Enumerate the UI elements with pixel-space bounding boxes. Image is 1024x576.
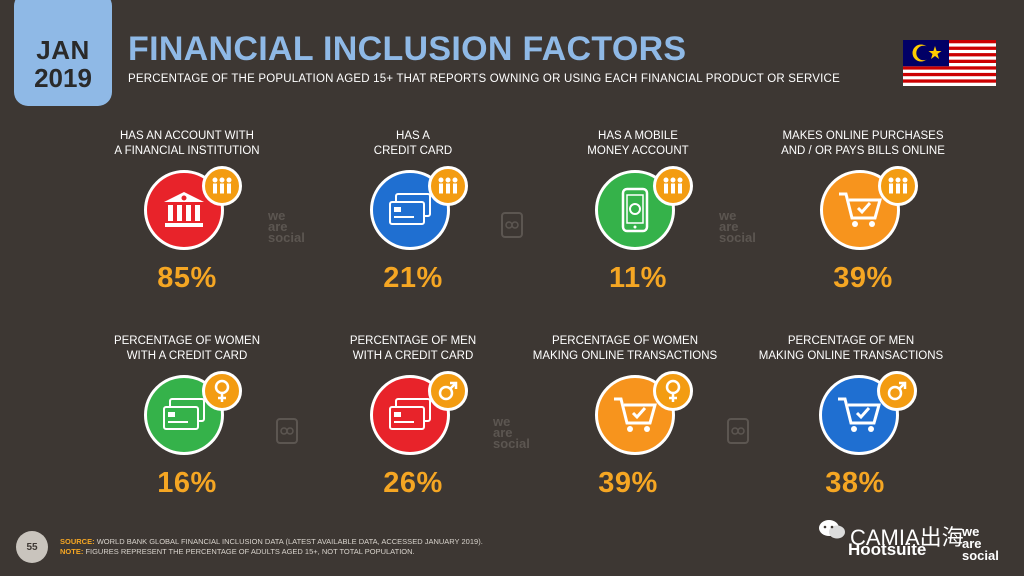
stat-label: HAS A MOBILE MONEY ACCOUNT bbox=[587, 130, 689, 157]
people-icon bbox=[653, 166, 693, 206]
stat-card-mobile-money: HAS A MOBILE MONEY ACCOUNT 11% bbox=[528, 128, 748, 295]
stat-label: PERCENTAGE OF WOMEN MAKING ONLINE TRANSA… bbox=[532, 335, 718, 362]
stat-card-women-online: PERCENTAGE OF WOMEN MAKING ONLINE TRANSA… bbox=[515, 333, 735, 500]
stat-card-account: HAS AN ACCOUNT WITH A FINANCIAL INSTITUT… bbox=[77, 128, 297, 295]
date-month: JAN bbox=[36, 35, 90, 65]
stat-value: 39% bbox=[833, 262, 893, 294]
hootsuite-logo: Hootsuite bbox=[848, 540, 927, 559]
stat-value: 21% bbox=[383, 262, 443, 294]
date-year: 2019 bbox=[34, 63, 92, 93]
male-icon bbox=[877, 371, 917, 411]
stat-card-online-purchases: MAKES ONLINE PURCHASES AND / OR PAYS BIL… bbox=[753, 128, 973, 295]
source-text: WORLD BANK GLOBAL FINANCIAL INCLUSION DA… bbox=[96, 537, 483, 546]
owl-logo-icon bbox=[276, 418, 298, 444]
stat-value: 11% bbox=[609, 262, 667, 294]
stat-card-men-online: PERCENTAGE OF MEN MAKING ONLINE TRANSACT… bbox=[741, 333, 961, 500]
stat-value: 39% bbox=[598, 467, 658, 499]
page-subtitle: PERCENTAGE OF THE POPULATION AGED 15+ TH… bbox=[128, 73, 840, 85]
watermark-we-are-social: we are social bbox=[268, 208, 305, 245]
source-key: SOURCE: bbox=[60, 537, 95, 546]
stat-value: 85% bbox=[157, 262, 217, 294]
stat-label: HAS A CREDIT CARD bbox=[373, 130, 453, 157]
page-title: FINANCIAL INCLUSION FACTORS bbox=[128, 30, 687, 68]
page-number: 55 bbox=[16, 531, 48, 563]
note-key: NOTE: bbox=[60, 547, 84, 556]
date-badge: JAN 2019 bbox=[14, 0, 112, 106]
bank-icon bbox=[144, 170, 224, 250]
male-icon bbox=[428, 371, 468, 411]
stat-label: PERCENTAGE OF MEN MAKING ONLINE TRANSACT… bbox=[758, 335, 944, 362]
people-icon bbox=[202, 166, 242, 206]
stat-value: 38% bbox=[825, 467, 885, 499]
people-icon bbox=[428, 166, 468, 206]
people-icon bbox=[878, 166, 918, 206]
malaysia-flag-icon bbox=[903, 40, 996, 86]
stat-label: PERCENTAGE OF WOMEN WITH A CREDIT CARD bbox=[113, 335, 261, 362]
stat-value: 16% bbox=[157, 467, 217, 499]
stat-label: HAS AN ACCOUNT WITH A FINANCIAL INSTITUT… bbox=[114, 130, 260, 157]
female-icon bbox=[202, 371, 242, 411]
source-note: SOURCE: WORLD BANK GLOBAL FINANCIAL INCL… bbox=[60, 537, 483, 557]
stat-card-women-credit-card: PERCENTAGE OF WOMEN WITH A CREDIT CARD 1… bbox=[77, 333, 297, 500]
watermark-we-are-social: we are social bbox=[719, 208, 756, 245]
note-text: FIGURES REPRESENT THE PERCENTAGE OF ADUL… bbox=[85, 547, 415, 556]
owl-logo-icon bbox=[501, 212, 523, 238]
stat-label: MAKES ONLINE PURCHASES AND / OR PAYS BIL… bbox=[781, 130, 945, 157]
owl-logo-icon bbox=[727, 418, 749, 444]
watermark-we-are-social: we are social bbox=[493, 414, 530, 451]
stat-card-men-credit-card: PERCENTAGE OF MEN WITH A CREDIT CARD 26% bbox=[303, 333, 523, 500]
brand-overlay: CAMIA出海 bbox=[850, 525, 964, 550]
stat-value: 26% bbox=[383, 467, 443, 499]
wechat-icon bbox=[818, 519, 846, 541]
stat-label: PERCENTAGE OF MEN WITH A CREDIT CARD bbox=[349, 335, 477, 362]
female-icon bbox=[653, 371, 693, 411]
stat-card-credit-card: HAS A CREDIT CARD 21% bbox=[303, 128, 523, 295]
we-are-social-logo: we are social bbox=[962, 524, 999, 563]
